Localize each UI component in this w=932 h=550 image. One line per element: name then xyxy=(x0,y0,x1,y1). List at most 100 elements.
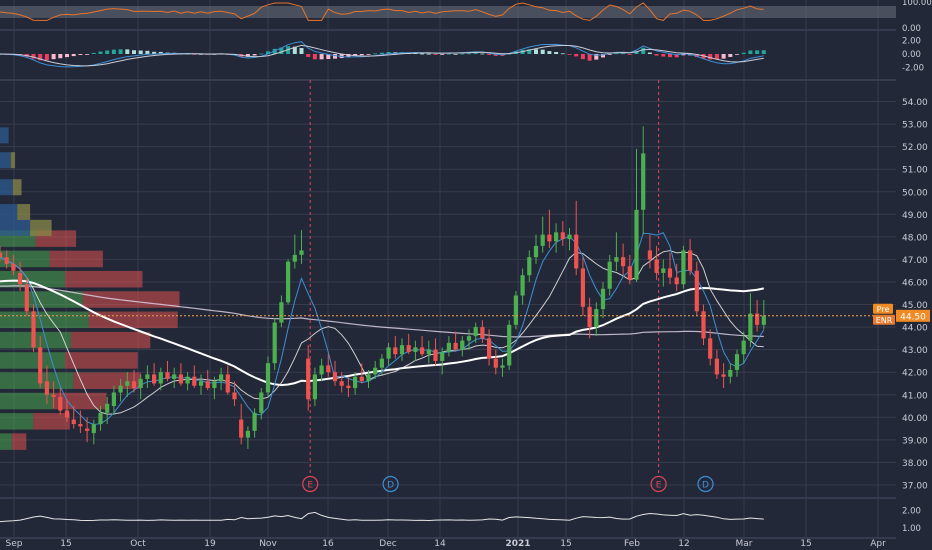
x-tick-label: Nov xyxy=(259,539,277,549)
candle-body xyxy=(433,349,438,361)
macd-histogram-bar xyxy=(299,48,304,54)
x-tick-label: 14 xyxy=(434,539,446,549)
x-tick-label: 19 xyxy=(204,539,216,549)
macd-histogram-bar xyxy=(641,47,646,54)
macd-histogram-bar xyxy=(326,54,331,60)
x-tick-label: 15 xyxy=(800,539,811,549)
macd-histogram-bar xyxy=(158,51,163,54)
volume-profile-down-bar xyxy=(33,413,70,430)
volume-profile-down-bar xyxy=(88,311,178,329)
candle-body xyxy=(621,257,626,267)
candle-body xyxy=(379,358,384,368)
earnings-marker xyxy=(302,475,319,493)
macd-histogram-bar xyxy=(721,54,726,59)
candle-body xyxy=(440,351,445,361)
candle-body xyxy=(185,376,190,384)
candle-body xyxy=(172,374,177,379)
y-tick-label: 38.00 xyxy=(902,459,928,469)
macd-histogram-bar xyxy=(78,54,83,55)
macd-pane xyxy=(0,41,766,68)
candle-body xyxy=(714,358,719,375)
macd-histogram-bar xyxy=(467,53,471,55)
volume-profile-up-bar xyxy=(0,127,9,144)
macd-histogram-bar xyxy=(694,54,699,58)
candle-body xyxy=(299,250,304,255)
candle-body xyxy=(286,261,291,303)
macd-histogram-bar xyxy=(607,54,612,55)
candle-body xyxy=(399,345,405,355)
volume-profile-down-bar xyxy=(11,433,27,450)
enr-tag-label: ENR xyxy=(876,316,893,325)
candle-body xyxy=(741,340,746,355)
candle-body xyxy=(614,257,619,262)
candle-body xyxy=(353,376,358,388)
rsi-band xyxy=(0,6,896,18)
macd-histogram-bar xyxy=(580,54,585,60)
enr-tag-box xyxy=(873,314,895,325)
macd-histogram-bar xyxy=(65,54,69,58)
candle-body xyxy=(594,309,599,328)
macd-histogram-bar xyxy=(567,54,572,55)
macd-histogram-bar xyxy=(634,51,639,54)
macd-histogram-bar xyxy=(714,54,719,60)
macd-histogram-bar xyxy=(312,54,317,60)
macd-histogram-bar xyxy=(560,53,565,55)
candle-body xyxy=(748,313,753,341)
candle-body xyxy=(232,392,237,400)
macd-histogram-bar xyxy=(91,52,96,54)
x-tick-label: Apr xyxy=(870,539,886,549)
earnings-marker-label: E xyxy=(656,481,662,491)
volume-profile-down-bar xyxy=(10,152,16,169)
candle-body xyxy=(192,376,197,386)
pre-tag-box xyxy=(873,303,893,314)
candle-body xyxy=(225,374,230,393)
macd-histogram-bar xyxy=(333,54,337,59)
candle-body xyxy=(694,270,699,312)
candles xyxy=(0,126,766,449)
macd-histogram-bar xyxy=(125,49,130,54)
x-tick-label: Dec xyxy=(379,539,396,549)
macd-histogram-bar xyxy=(373,53,378,55)
macd-histogram-bar xyxy=(554,52,559,54)
macd-histogram-bar xyxy=(132,50,136,54)
earnings-marker xyxy=(650,475,667,493)
y-tick-label: 37.00 xyxy=(902,481,928,491)
candle-body xyxy=(634,209,639,280)
candle-body xyxy=(453,342,458,350)
macd-histogram-bar xyxy=(668,54,672,58)
macd-histogram-bar xyxy=(145,50,150,54)
macd-histogram-bar xyxy=(755,50,760,54)
volume-profile-up-bar xyxy=(0,372,74,389)
y-tick-label: 41.00 xyxy=(902,391,928,401)
candle-body xyxy=(480,327,485,339)
candle-body xyxy=(654,259,659,273)
macd-histogram-bar xyxy=(420,53,425,55)
candle-body xyxy=(460,340,465,350)
volume-profile-down-bar xyxy=(49,250,103,268)
macd-histogram-bar xyxy=(647,52,652,54)
macd-histogram-bar xyxy=(31,54,36,59)
y-tick-label: 46.00 xyxy=(902,278,928,288)
candle-body xyxy=(198,381,204,386)
y-tick-label: 51.00 xyxy=(902,166,928,176)
macd-histogram-bar xyxy=(138,50,143,54)
macd-histogram-bar xyxy=(440,54,445,55)
macd-histogram-bar xyxy=(601,54,605,58)
y-tick-label: 44.00 xyxy=(902,324,928,334)
candle-body xyxy=(580,268,585,307)
candle-body xyxy=(587,306,592,328)
candle-body xyxy=(647,250,652,260)
y-tick-label: 40.00 xyxy=(902,414,928,424)
lower-indicator-line xyxy=(0,511,764,523)
macd-histogram-bar xyxy=(152,51,157,54)
candle-body xyxy=(708,338,713,359)
macd-histogram-bar xyxy=(574,54,579,57)
lower-indicator-tick-label: 2.00 xyxy=(902,506,921,516)
macd-histogram-bar xyxy=(98,51,103,54)
candle-body xyxy=(252,412,257,431)
x-tick-label: 15 xyxy=(60,539,71,549)
lower-indicator-pane xyxy=(0,511,764,523)
candle-body xyxy=(98,412,103,425)
